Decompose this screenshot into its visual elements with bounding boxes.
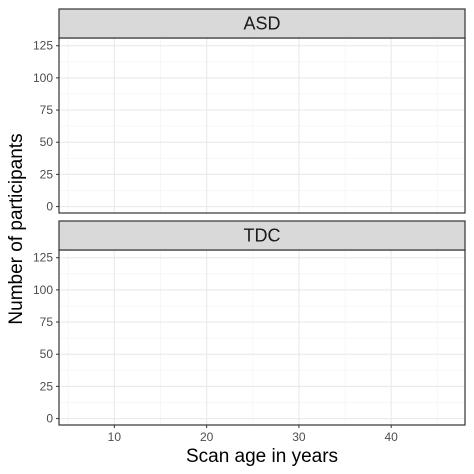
- x-tick-label: 20: [200, 430, 214, 444]
- panel-asd: 0 25 50 75 100 125 ASD: [33, 8, 466, 214]
- y-tick-label: 100: [33, 283, 53, 297]
- x-axis-title: Scan age in years: [186, 446, 338, 467]
- y-tick-label: 0: [46, 412, 53, 426]
- x-tick-label: 10: [108, 430, 122, 444]
- y-tick-label: 100: [33, 71, 53, 85]
- x-tick-label: 30: [292, 430, 306, 444]
- y-tick-label: 75: [40, 315, 54, 329]
- y-tick-label: 25: [40, 379, 54, 393]
- facet-strip-label: TDC: [244, 226, 281, 246]
- y-tick-label: 125: [33, 39, 53, 53]
- y-tick-label: 0: [46, 200, 53, 214]
- facet-strip-label: ASD: [243, 14, 280, 34]
- y-tick-label: 125: [33, 251, 53, 265]
- facet-strip: [58, 8, 466, 39]
- y-tick-label: 25: [40, 167, 54, 181]
- y-tick-label: 50: [40, 347, 54, 361]
- panels-layer: 0 25 50 75 100 125 ASD 0 25 50 75 100 125 TDC: [33, 8, 466, 426]
- y-tick-label: 50: [40, 135, 54, 149]
- panel-background: [59, 38, 465, 213]
- panel-background: [59, 250, 465, 425]
- x-tick-label: 40: [385, 430, 399, 444]
- y-tick-label: 75: [40, 103, 54, 117]
- panel-tdc: 0 25 50 75 100 125 TDC: [33, 220, 466, 426]
- x-axis: 10 20 30 40: [108, 425, 398, 444]
- facet-strip: [58, 220, 466, 251]
- y-axis-title: Number of participants: [6, 133, 27, 324]
